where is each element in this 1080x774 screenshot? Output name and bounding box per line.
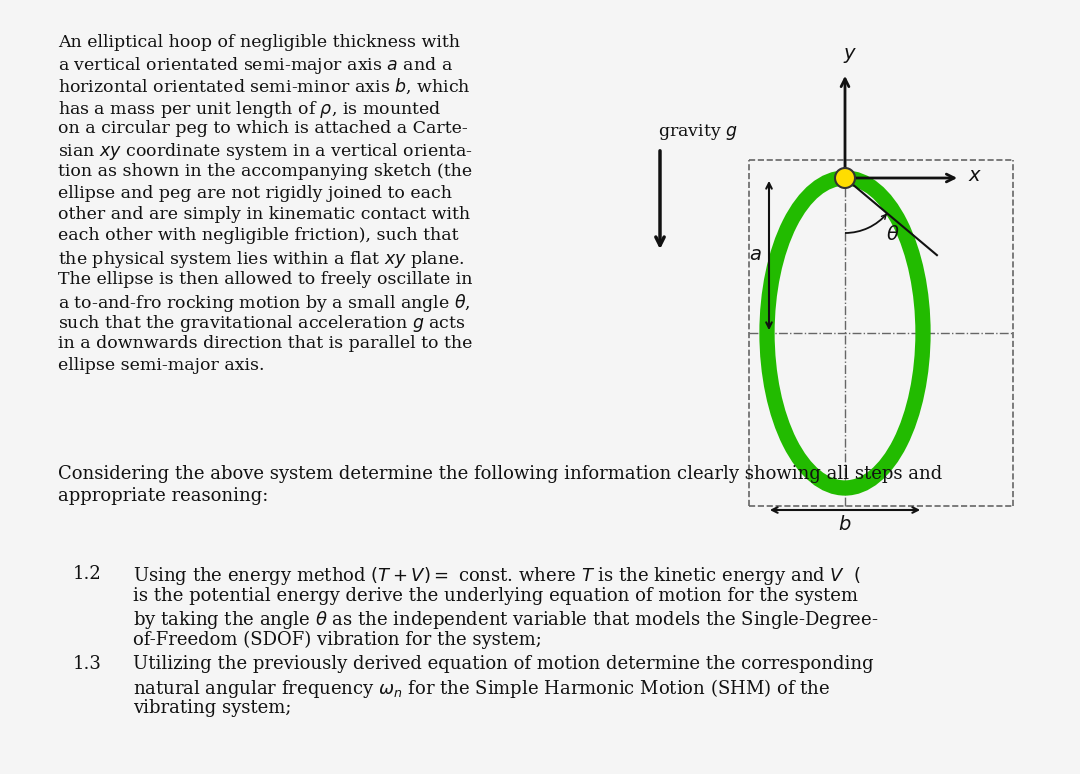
- Text: in a downwards direction that is parallel to the: in a downwards direction that is paralle…: [58, 335, 472, 352]
- Text: such that the gravitational acceleration $g$ acts: such that the gravitational acceleration…: [58, 313, 465, 334]
- Text: other and are simply in kinematic contact with: other and are simply in kinematic contac…: [58, 206, 470, 223]
- Text: $x$: $x$: [968, 167, 982, 185]
- Text: natural angular frequency $\omega_n$ for the Simple Harmonic Motion (SHM) of the: natural angular frequency $\omega_n$ for…: [133, 677, 831, 700]
- Text: vibrating system;: vibrating system;: [133, 699, 292, 717]
- Text: $b$: $b$: [838, 515, 852, 533]
- Text: horizontal orientated semi-minor axis $b$, which: horizontal orientated semi-minor axis $b…: [58, 77, 471, 96]
- Text: a to-and-fro rocking motion by a small angle $\theta$,: a to-and-fro rocking motion by a small a…: [58, 292, 471, 314]
- Text: is the potential energy derive the underlying equation of motion for the system: is the potential energy derive the under…: [133, 587, 858, 605]
- Text: Using the energy method $(T+V)=$ const. where $T$ is the kinetic energy and $V$ : Using the energy method $(T+V)=$ const. …: [133, 565, 861, 587]
- Text: each other with negligible friction), such that: each other with negligible friction), su…: [58, 228, 459, 245]
- Text: The ellipse is then allowed to freely oscillate in: The ellipse is then allowed to freely os…: [58, 270, 473, 287]
- Circle shape: [835, 168, 855, 188]
- Text: ellipse and peg are not rigidly joined to each: ellipse and peg are not rigidly joined t…: [58, 184, 453, 201]
- Text: Utilizing the previously derived equation of motion determine the corresponding: Utilizing the previously derived equatio…: [133, 655, 874, 673]
- Text: $a$: $a$: [748, 246, 761, 265]
- Text: An elliptical hoop of negligible thickness with: An elliptical hoop of negligible thickne…: [58, 34, 460, 51]
- Text: 1.3: 1.3: [73, 655, 102, 673]
- Text: tion as shown in the accompanying sketch (the: tion as shown in the accompanying sketch…: [58, 163, 472, 180]
- Text: on a circular peg to which is attached a Carte-: on a circular peg to which is attached a…: [58, 120, 468, 137]
- Text: of-Freedom (SDOF) vibration for the system;: of-Freedom (SDOF) vibration for the syst…: [133, 631, 542, 649]
- Text: sian $xy$ coordinate system in a vertical orienta-: sian $xy$ coordinate system in a vertica…: [58, 142, 473, 163]
- Text: the physical system lies within a flat $xy$ plane.: the physical system lies within a flat $…: [58, 249, 464, 270]
- Text: Considering the above system determine the following information clearly showing: Considering the above system determine t…: [58, 465, 942, 483]
- Text: 1.2: 1.2: [73, 565, 102, 583]
- Text: appropriate reasoning:: appropriate reasoning:: [58, 487, 268, 505]
- Text: ellipse semi-major axis.: ellipse semi-major axis.: [58, 357, 265, 374]
- Text: has a mass per unit length of $\rho$, is mounted: has a mass per unit length of $\rho$, is…: [58, 98, 442, 119]
- Text: $y$: $y$: [842, 46, 858, 65]
- Text: a vertical orientated semi-major axis $a$ and a: a vertical orientated semi-major axis $a…: [58, 56, 454, 77]
- Text: by taking the angle $\theta$ as the independent variable that models the Single-: by taking the angle $\theta$ as the inde…: [133, 609, 878, 631]
- Text: $\theta$: $\theta$: [887, 224, 900, 244]
- Text: gravity $g$: gravity $g$: [658, 122, 738, 142]
